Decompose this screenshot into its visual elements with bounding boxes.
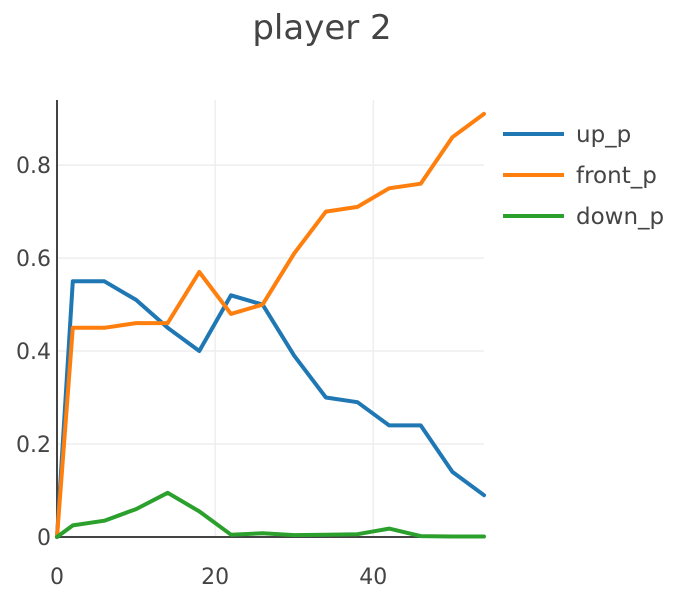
y-tick-label: 0 <box>37 526 51 551</box>
x-tick-label: 40 <box>359 565 387 590</box>
legend-item-front-p[interactable]: front_p <box>503 163 657 189</box>
legend[interactable]: up_p front_p down_p <box>503 122 664 230</box>
legend-label: down_p <box>576 204 664 230</box>
series-lines <box>55 111 486 539</box>
axes <box>56 100 484 538</box>
x-tick-label: 20 <box>201 565 229 590</box>
x-tick-label: 0 <box>50 565 64 590</box>
legend-label: up_p <box>576 122 631 148</box>
legend-item-up-p[interactable]: up_p <box>503 122 631 148</box>
legend-label: front_p <box>576 163 657 189</box>
legend-item-down-p[interactable]: down_p <box>503 204 664 230</box>
gridlines <box>57 100 484 537</box>
series-line-down-p <box>55 490 486 539</box>
chart-title: player 2 <box>252 8 392 48</box>
series-line-front-p <box>55 111 486 539</box>
y-tick-label: 0.8 <box>16 154 51 179</box>
series-line-up-p <box>55 279 486 539</box>
y-tick-label: 0.4 <box>16 340 51 365</box>
y-tick-label: 0.6 <box>16 247 51 272</box>
tick-labels: 0 0.2 0.4 0.6 0.8 0 20 40 <box>16 154 387 590</box>
y-tick-label: 0.2 <box>16 433 51 458</box>
